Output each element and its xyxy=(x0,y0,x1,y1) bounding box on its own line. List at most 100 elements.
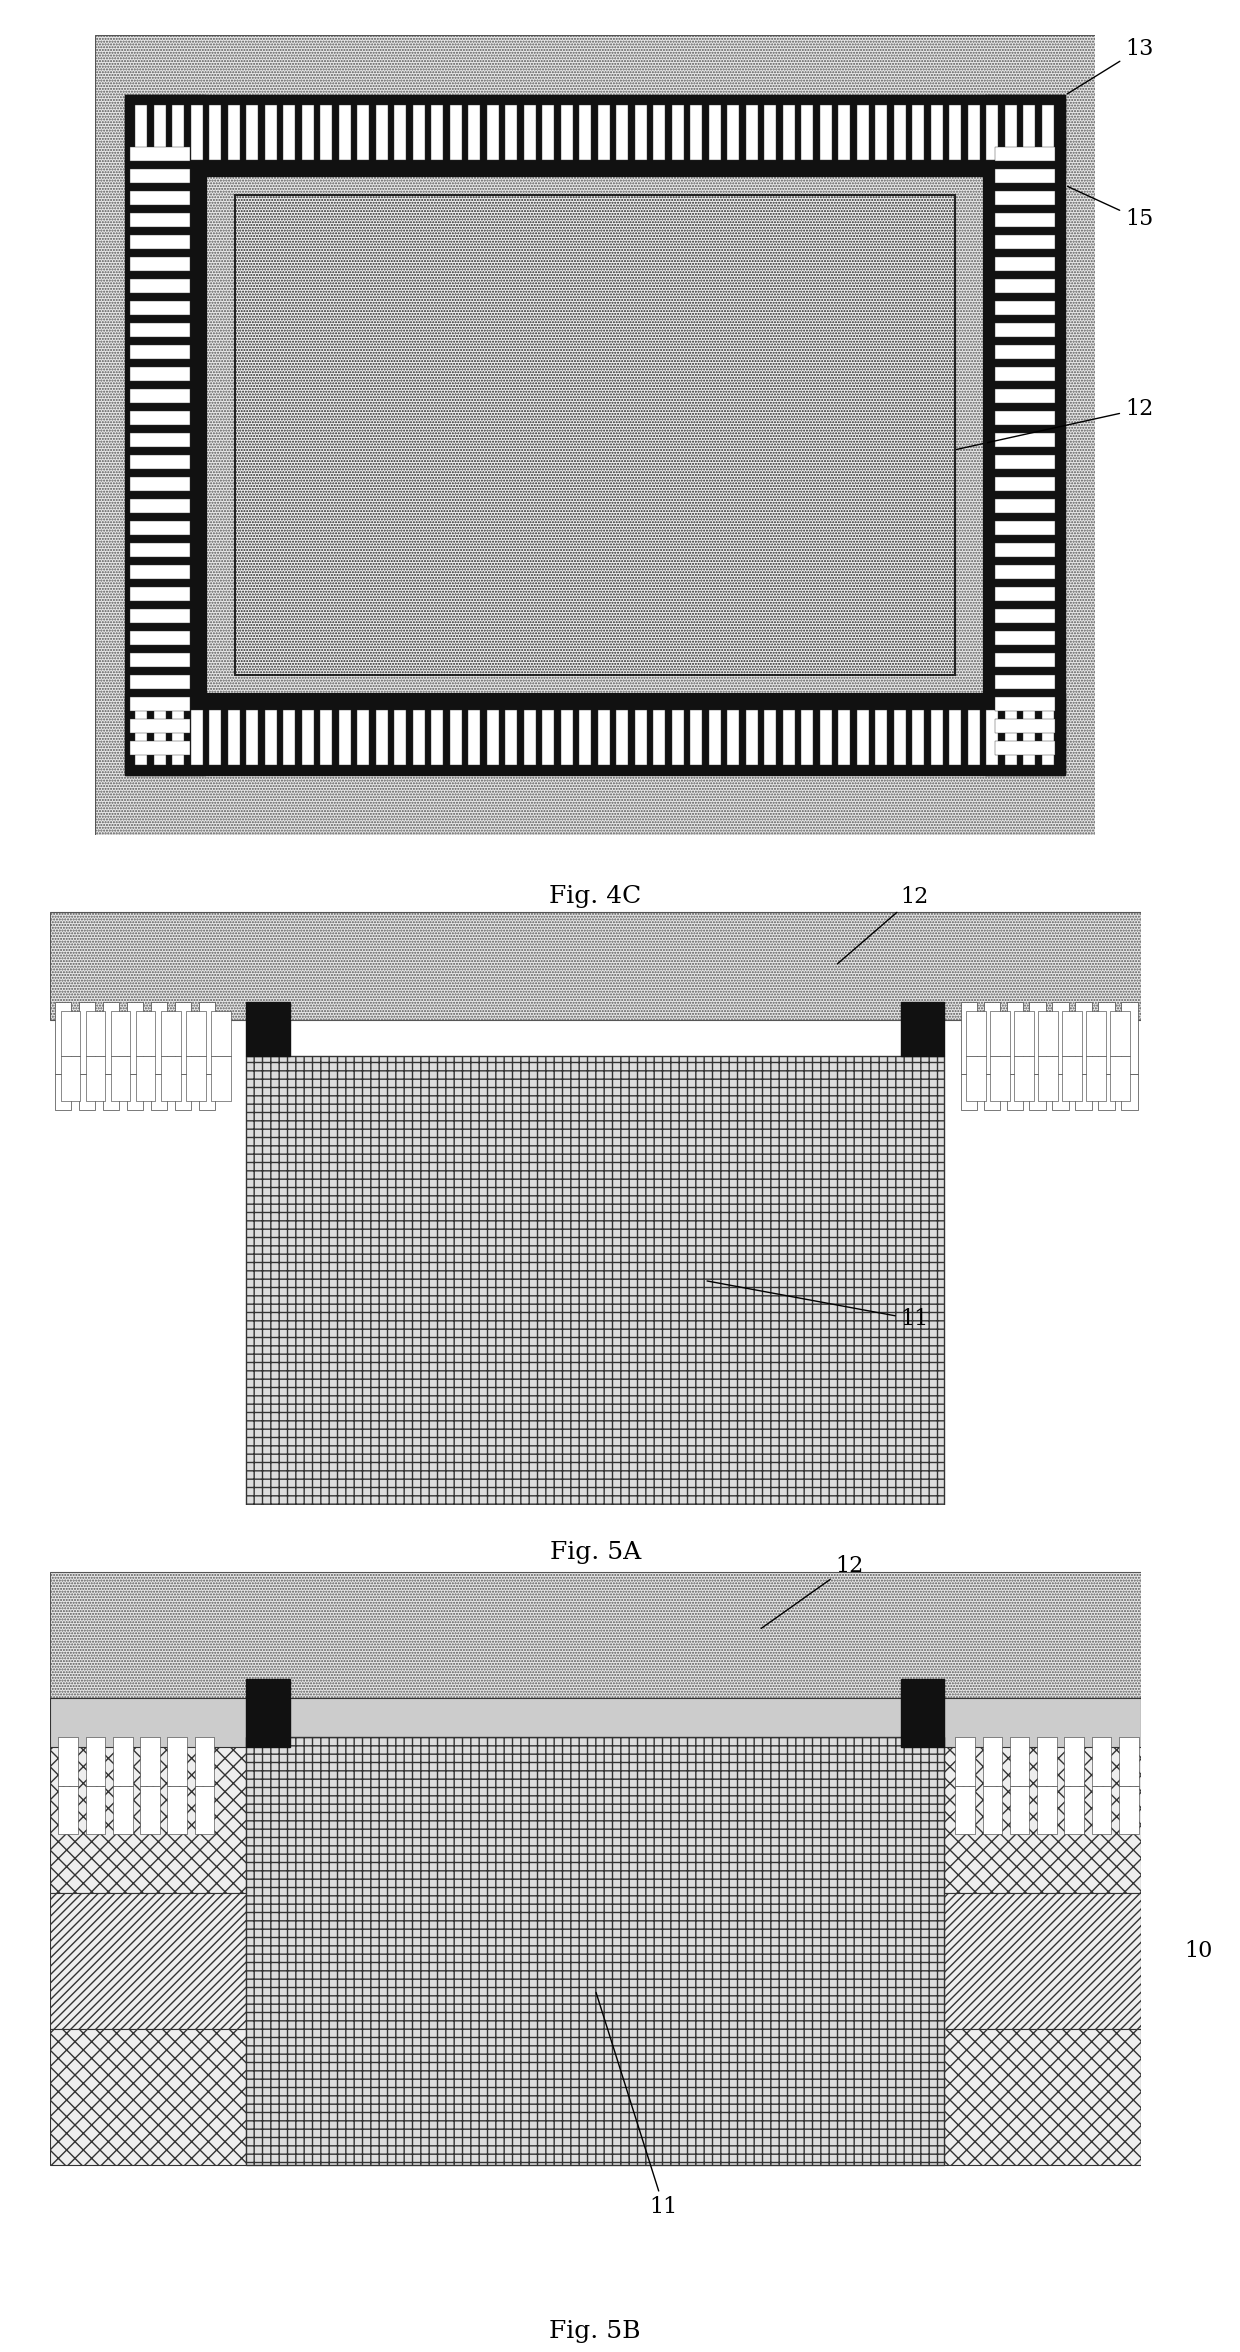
Bar xyxy=(450,106,461,160)
Bar xyxy=(875,106,887,160)
Bar xyxy=(982,1785,1002,1835)
Text: Fig. 5B: Fig. 5B xyxy=(549,2321,641,2343)
Bar xyxy=(542,106,554,160)
Bar xyxy=(838,106,851,160)
Bar xyxy=(994,148,1055,162)
Bar xyxy=(900,1679,945,1748)
Bar xyxy=(125,94,206,776)
Bar xyxy=(1118,1785,1138,1835)
Bar xyxy=(191,710,203,764)
Bar xyxy=(113,1738,133,1785)
Bar xyxy=(994,522,1055,536)
Bar xyxy=(113,1785,133,1835)
Bar xyxy=(135,710,148,764)
Bar xyxy=(86,1738,105,1785)
Bar xyxy=(1042,710,1054,764)
Bar xyxy=(61,1011,81,1056)
Bar xyxy=(130,301,191,315)
Bar xyxy=(50,1698,1141,1748)
Bar xyxy=(560,710,573,764)
Bar xyxy=(1053,1002,1069,1073)
Bar xyxy=(894,710,905,764)
Bar xyxy=(579,106,591,160)
Bar xyxy=(50,1571,1141,1698)
Bar xyxy=(86,1785,105,1835)
Bar xyxy=(945,1738,1141,1893)
Bar xyxy=(206,174,985,696)
Bar xyxy=(945,1893,1141,2030)
Bar xyxy=(986,106,998,160)
Bar xyxy=(450,710,461,764)
Bar xyxy=(994,720,1055,734)
Bar xyxy=(167,1785,187,1835)
Bar xyxy=(130,543,191,557)
Bar xyxy=(505,710,517,764)
Bar xyxy=(55,1002,72,1073)
Bar xyxy=(154,710,166,764)
Bar xyxy=(125,94,1065,174)
Bar xyxy=(130,322,191,336)
Bar xyxy=(1009,1785,1029,1835)
Bar xyxy=(955,1738,975,1785)
Bar xyxy=(61,1056,81,1101)
Bar xyxy=(130,696,191,710)
Bar xyxy=(994,346,1055,360)
Bar xyxy=(955,1785,975,1835)
Bar xyxy=(339,710,351,764)
Text: 13: 13 xyxy=(1068,38,1153,94)
Bar xyxy=(210,106,222,160)
Bar xyxy=(357,106,370,160)
Bar xyxy=(745,106,758,160)
Bar xyxy=(994,301,1055,315)
Bar xyxy=(130,499,191,513)
Bar xyxy=(1091,1738,1111,1785)
Bar xyxy=(1023,106,1035,160)
Bar xyxy=(130,214,191,228)
Bar xyxy=(103,1002,119,1073)
Text: Fig. 5A: Fig. 5A xyxy=(549,1541,641,1564)
Bar xyxy=(994,654,1055,668)
Bar xyxy=(376,710,388,764)
Bar xyxy=(50,2030,246,2164)
Bar xyxy=(154,106,166,160)
Bar xyxy=(50,913,1141,1021)
Bar xyxy=(857,710,868,764)
Bar xyxy=(930,106,942,160)
Bar xyxy=(103,1073,119,1110)
Bar xyxy=(357,710,370,764)
Bar xyxy=(130,191,191,205)
Bar xyxy=(1063,1056,1081,1101)
Bar xyxy=(994,280,1055,294)
Bar xyxy=(961,1002,977,1073)
Bar xyxy=(994,564,1055,579)
Bar xyxy=(247,710,258,764)
Bar xyxy=(523,710,536,764)
Bar xyxy=(175,1073,191,1110)
Bar xyxy=(130,346,191,360)
Bar xyxy=(126,1073,144,1110)
Bar xyxy=(301,710,314,764)
Bar xyxy=(161,1011,181,1056)
Bar xyxy=(151,1002,167,1073)
Bar xyxy=(175,1002,191,1073)
Bar xyxy=(560,106,573,160)
Bar xyxy=(186,1056,206,1101)
Bar xyxy=(151,1073,167,1110)
Bar xyxy=(945,2030,1141,2164)
Bar xyxy=(994,741,1055,755)
Bar xyxy=(376,106,388,160)
Bar xyxy=(653,710,665,764)
Bar xyxy=(949,710,961,764)
Bar xyxy=(894,106,905,160)
Text: 10: 10 xyxy=(1184,1940,1213,1962)
Bar xyxy=(136,1056,155,1101)
Bar xyxy=(857,106,868,160)
Bar xyxy=(967,106,980,160)
Bar xyxy=(875,710,887,764)
Bar xyxy=(1086,1056,1106,1101)
Bar xyxy=(913,710,924,764)
Bar xyxy=(966,1011,986,1056)
Bar xyxy=(140,1738,160,1785)
Bar xyxy=(782,106,795,160)
Bar xyxy=(200,1002,216,1073)
